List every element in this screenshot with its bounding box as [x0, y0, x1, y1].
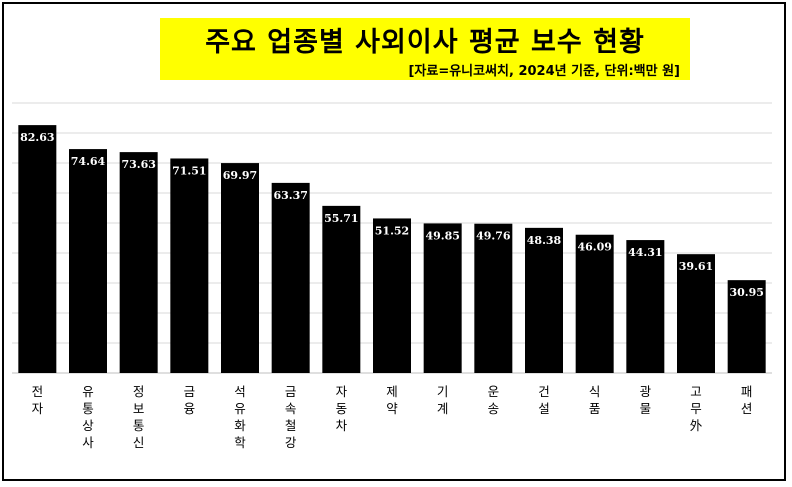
data-label: 49.85: [425, 229, 459, 242]
bar-기계: [423, 223, 462, 373]
bar-전자: [18, 125, 57, 373]
data-label: 39.61: [679, 260, 713, 273]
bar-자동차: [322, 205, 361, 373]
bar-패션: [727, 280, 766, 373]
bar-금융: [170, 158, 209, 373]
data-label: 49.76: [476, 230, 511, 243]
data-label: 46.09: [577, 241, 611, 254]
data-label: 55.71: [324, 212, 358, 225]
bar-금속철강: [271, 182, 310, 373]
bar-고무: [677, 254, 715, 373]
data-label: 69.97: [223, 169, 257, 182]
bar-식품: [575, 234, 614, 373]
data-label: 82.63: [20, 131, 54, 144]
data-label: 73.63: [121, 158, 155, 171]
bar-석유화학: [221, 163, 259, 373]
bar-건설: [525, 227, 563, 373]
data-label: 44.31: [628, 246, 662, 259]
bar-정보통신: [119, 152, 158, 373]
bar-유통상사: [69, 149, 107, 373]
bar-제약: [373, 218, 411, 373]
data-label: 48.38: [527, 234, 562, 247]
bar-광물: [626, 240, 665, 373]
chart-title: 주요 업종별 사외이사 평균 보수 현황: [205, 27, 645, 58]
data-label: 74.64: [71, 155, 106, 168]
data-label: 63.37: [273, 189, 307, 202]
data-label: 71.51: [172, 164, 206, 177]
title-banner: 주요 업종별 사외이사 평균 보수 현황 [자료=유니코써치, 2024년 기준…: [160, 18, 690, 80]
data-label: 30.95: [729, 286, 763, 299]
data-label: 51.52: [375, 224, 409, 237]
bar-운송: [474, 223, 513, 373]
chart-source-note: [자료=유니코써치, 2024년 기준, 단위:백만 원]: [408, 64, 680, 79]
